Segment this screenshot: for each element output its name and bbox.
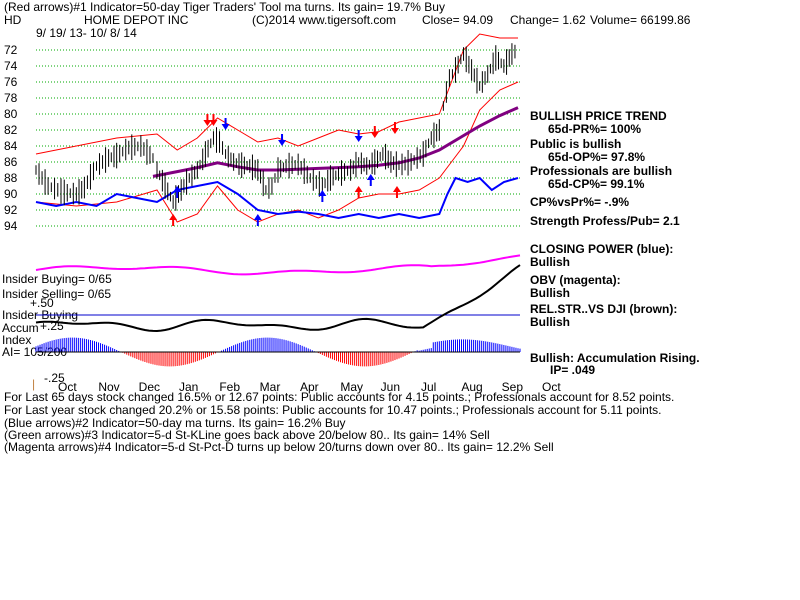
obv-state: Bullish (530, 286, 571, 300)
ip-value: IP= .049 (550, 363, 596, 377)
relstr-state: Bullish (530, 315, 571, 329)
ticker-symbol: HD (4, 13, 22, 27)
accum-state: Bullish: Accumulation Rising. (530, 351, 700, 365)
up-arrow-icon (173, 186, 182, 198)
date-range: 9/ 19/ 13- 10/ 8/ 14 (36, 26, 137, 40)
y-tick-label: 74 (4, 59, 18, 73)
up-arrow-icon (366, 174, 375, 186)
lower-band-line (35, 81, 519, 223)
x-tick-label: Jul (421, 380, 436, 394)
upper-band-line (35, 33, 518, 155)
footer-green-arrows: (Green arrows)#3 Indicator=5-d St-KLine … (4, 428, 490, 442)
down-arrow-icon (221, 118, 230, 130)
accum-label: Accum (2, 321, 39, 335)
obv-line (35, 254, 521, 276)
trend-title: BULLISH PRICE TREND (530, 109, 667, 123)
x-tick-label: Apr (300, 380, 319, 394)
y-tick-label: 72 (4, 43, 18, 57)
professionals-state: Professionals are bullish (530, 164, 673, 178)
y-tick-label: 92 (4, 203, 18, 217)
y-tick-label: 86 (4, 155, 18, 169)
y-tick-label: 90 (4, 187, 18, 201)
relstr-label: REL.STR..VS DJI (brown): (530, 302, 678, 316)
relative-strength-line (35, 264, 521, 333)
x-tick-label: May (340, 380, 363, 394)
x-tick-label: Feb (219, 380, 240, 394)
x-tick-label: Jun (381, 380, 400, 394)
y-tick-label: 80 (4, 107, 18, 121)
public-state: Public is bullish (530, 137, 622, 151)
x-tick-label: Aug (461, 380, 482, 394)
close-value: Close= 94.09 (422, 13, 494, 27)
y-tick-label: 94 (4, 219, 18, 233)
closing-power-state: Bullish (530, 255, 571, 269)
y-tick-label: 82 (4, 123, 18, 137)
footer-blue-arrows: (Blue arrows)#2 Indicator=50-day ma turn… (4, 416, 346, 430)
x-tick-label: Nov (98, 380, 119, 394)
volume-value: Volume= 66199.86 (590, 13, 691, 27)
footer-magenta-arrows: (Magenta arrows)#4 Indicator=5-d St-Pct-… (4, 440, 554, 454)
down-arrow-icon (209, 114, 218, 126)
copyright: (C)2014 www.tigersoft.com (252, 13, 397, 27)
insider-selling: Insider Selling= 0/65 (2, 287, 112, 301)
up-arrow-icon (253, 214, 262, 226)
y-tick-label: 88 (4, 171, 18, 185)
y-tick-label: 76 (4, 75, 18, 89)
pr-value: 65d-PR%= 100% (548, 122, 642, 136)
index-label: Index (2, 333, 32, 347)
down-arrow-icon (354, 130, 363, 142)
accum-plus50: +.50 (30, 296, 54, 310)
y-tick-label: 84 (4, 139, 18, 153)
x-tick-label: Mar (260, 380, 281, 394)
op-value: 65d-OP%= 97.8% (548, 150, 646, 164)
x-tick-label: Sep (502, 380, 524, 394)
ai-value: AI= 105/200 (2, 345, 68, 359)
x-tick-label: Oct (542, 380, 561, 394)
company-name: HOME DEPOT INC (84, 13, 189, 27)
strength-ratio: Strength Profess/Pub= 2.1 (530, 214, 680, 228)
down-arrow-icon (370, 126, 379, 138)
down-arrow-icon (390, 122, 399, 134)
header-indicator-line: (Red arrows)#1 Indicator=50-day Tiger Tr… (4, 0, 445, 14)
footer-line-65d: For Last 65 days stock changed 16.5% or … (4, 390, 675, 404)
obv-label: OBV (magenta): (530, 273, 621, 287)
x-tick-label: Dec (139, 380, 160, 394)
closing-power-label: CLOSING POWER (blue): (530, 242, 674, 256)
footer-line-year: For Last year stock changed 20.2% or 15.… (4, 403, 662, 417)
insider-buying: Insider Buying= 0/65 (2, 272, 112, 286)
closing-power-line (35, 176, 519, 220)
up-arrow-icon (169, 214, 178, 226)
cp-value: 65d-CP%= 99.1% (548, 177, 645, 191)
up-arrow-icon (392, 186, 401, 198)
down-arrow-icon (278, 134, 287, 146)
up-arrow-icon (354, 186, 363, 198)
x-tick-label: Jan (179, 380, 198, 394)
cp-vs-pr: CP%vsPr%= -.9% (530, 195, 630, 209)
up-arrow-icon (318, 190, 327, 202)
change-value: Change= 1.62 (510, 13, 586, 27)
x-tick-label: Oct (58, 380, 77, 394)
y-tick-label: 78 (4, 91, 18, 105)
down-arrow-icon (203, 114, 212, 126)
accum-minus25: -.25 (44, 371, 65, 385)
zero-tick: | (32, 377, 36, 391)
